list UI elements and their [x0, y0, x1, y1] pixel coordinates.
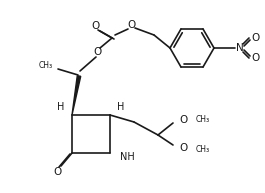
Text: N: N [236, 43, 244, 53]
Text: O: O [180, 115, 188, 125]
Text: CH₃: CH₃ [196, 114, 210, 124]
Polygon shape [72, 76, 81, 115]
Text: CH₃: CH₃ [196, 145, 210, 153]
Text: O: O [127, 20, 135, 30]
Text: O: O [91, 21, 99, 31]
Text: CH₃: CH₃ [39, 62, 53, 70]
Text: O: O [251, 33, 259, 43]
Text: O: O [54, 167, 62, 177]
Text: H: H [117, 102, 125, 112]
Text: NH: NH [120, 152, 135, 162]
Text: H: H [57, 102, 65, 112]
Text: O: O [180, 143, 188, 153]
Text: O: O [251, 53, 259, 63]
Text: O: O [93, 47, 101, 57]
